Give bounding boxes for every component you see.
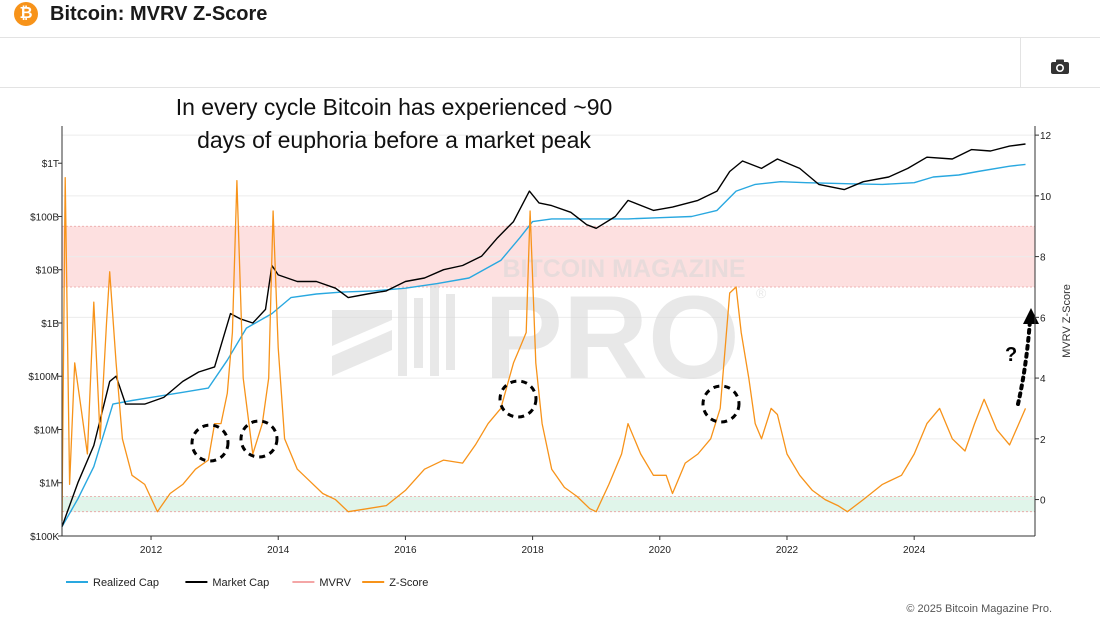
future-arrow: ? — [1005, 308, 1039, 406]
watermark-candles-icon — [332, 284, 455, 376]
right-tick-label: 2 — [1040, 435, 1046, 446]
legend-label: MVRV — [319, 577, 351, 589]
left-tick-label: $10B — [36, 266, 60, 277]
question-mark: ? — [1005, 344, 1017, 366]
euphoria-circle — [498, 379, 538, 419]
euphoria-circle — [239, 419, 279, 459]
x-tick-label: 2016 — [394, 545, 417, 556]
left-tick-label: $100B — [30, 212, 59, 223]
right-tick-label: 12 — [1040, 131, 1052, 142]
gridlines — [62, 134, 1035, 501]
toolbar — [0, 38, 1100, 88]
x-tick-label: 2018 — [521, 545, 544, 556]
legend: Realized Cap Market Cap MVRV Z-Score — [66, 577, 428, 589]
annotation-line-1: In every cycle Bitcoin has experienced ~… — [176, 94, 613, 120]
legend-label: Realized Cap — [93, 577, 159, 589]
right-axis-label: MVRV Z-Score — [1061, 284, 1073, 358]
legend-item[interactable]: MVRV — [292, 577, 352, 589]
left-tick-label: $1B — [41, 319, 59, 330]
legend-label: Market Cap — [212, 577, 269, 589]
x-tick-label: 2012 — [140, 545, 163, 556]
euphoria-circle — [190, 423, 230, 463]
legend-label: Z-Score — [389, 577, 428, 589]
x-tick-label: 2022 — [776, 545, 799, 556]
x-tick-label: 2020 — [649, 545, 672, 556]
x-tick-label: 2024 — [903, 545, 926, 556]
toolbar-divider — [1020, 38, 1021, 88]
x-tick-label: 2014 — [267, 545, 290, 556]
market-cap-line — [61, 143, 1026, 527]
watermark-registered-mark: ® — [756, 285, 767, 301]
watermark-text-top: BITCOIN MAGAZINE — [502, 255, 745, 283]
euphoria-markers — [190, 379, 741, 463]
left-tick-label: $100K — [30, 532, 59, 543]
axes: $100K $1M $10M $100M $1B $10B $100B $1T 0 2 4 6 8 10 1… — [28, 126, 1052, 556]
zone-band — [62, 496, 1035, 512]
series-lines — [61, 143, 1027, 527]
bitcoin-logo-icon: ₿ — [14, 2, 38, 26]
camera-icon[interactable] — [1046, 56, 1074, 78]
left-tick-label: $100M — [28, 372, 59, 383]
legend-item[interactable]: Z-Score — [362, 577, 428, 589]
z-score-line — [61, 176, 1027, 521]
right-tick-label: 4 — [1040, 374, 1046, 385]
right-tick-label: 8 — [1040, 253, 1046, 264]
legend-item[interactable]: Realized Cap — [66, 577, 159, 589]
euphoria-circle — [701, 384, 741, 424]
legend-item[interactable]: Market Cap — [185, 577, 269, 589]
right-tick-label: 0 — [1040, 496, 1046, 507]
page-title: Bitcoin: MVRV Z-Score — [50, 3, 268, 25]
right-tick-label: 6 — [1040, 313, 1046, 324]
copyright-text: © 2025 Bitcoin Magazine Pro. — [906, 603, 1052, 615]
header-bar: ₿ Bitcoin: MVRV Z-Score — [0, 0, 1100, 38]
left-tick-label: $1T — [42, 159, 59, 170]
left-tick-label: $10M — [34, 425, 59, 436]
left-tick-label: $1M — [40, 479, 59, 490]
watermark-text-pro: PRO — [484, 272, 740, 404]
mvrv-chart: BITCOIN MAGAZINE PRO ® ? In every cycle … — [28, 94, 1073, 589]
annotation-line-2: days of euphoria before a market peak — [197, 127, 591, 153]
realized-cap-line — [61, 163, 1026, 527]
right-tick-label: 10 — [1040, 192, 1052, 203]
